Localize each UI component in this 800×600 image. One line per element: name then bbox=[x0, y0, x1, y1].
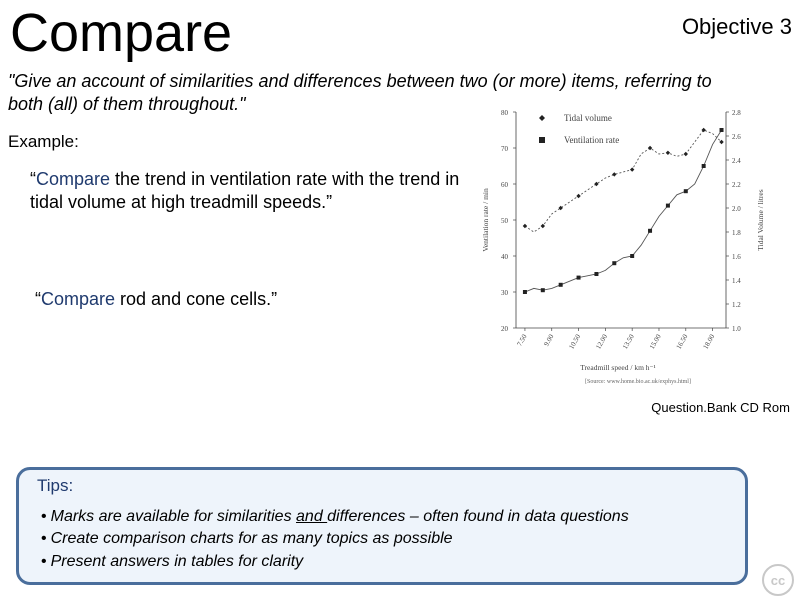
y-right-tick-label: 1.4 bbox=[732, 277, 741, 285]
data-point bbox=[629, 167, 635, 172]
tips-box: Tips: Marks are available for similariti… bbox=[16, 467, 748, 585]
data-point bbox=[719, 139, 724, 145]
example-label: Example: bbox=[8, 132, 79, 151]
command-term: Compare bbox=[36, 169, 111, 189]
example-question-1: “Compare the trend in ventilation rate w… bbox=[30, 168, 460, 213]
y-left-tick-label: 30 bbox=[501, 289, 509, 297]
y-left-tick-label: 70 bbox=[501, 145, 509, 153]
y-left-tick-label: 20 bbox=[501, 325, 509, 333]
data-point bbox=[665, 150, 671, 155]
y-left-tick-label: 40 bbox=[501, 253, 509, 261]
data-point bbox=[630, 254, 635, 258]
tip-underlined: and bbox=[296, 508, 328, 525]
y-right-tick-label: 1.0 bbox=[732, 325, 741, 333]
y-right-tick-label: 1.8 bbox=[732, 229, 741, 237]
x-tick-label: 16.50 bbox=[675, 333, 690, 351]
y-right-tick-label: 1.2 bbox=[732, 301, 741, 309]
tips-title: Tips: bbox=[37, 476, 74, 495]
data-point bbox=[522, 290, 527, 294]
data-point bbox=[540, 288, 545, 293]
y-right-tick-label: 2.0 bbox=[732, 205, 741, 213]
tip-item: Create comparison charts for as many top… bbox=[37, 528, 727, 550]
data-point bbox=[719, 128, 724, 132]
legend-label: Tidal volume bbox=[564, 113, 612, 123]
data-point bbox=[522, 223, 528, 229]
data-point bbox=[648, 228, 653, 233]
x-tick-label: 12.00 bbox=[594, 333, 609, 351]
y-left-tick-label: 80 bbox=[501, 109, 509, 117]
example-text: rod and cone cells.” bbox=[115, 289, 278, 309]
x-tick-label: 7.50 bbox=[516, 333, 529, 348]
data-point bbox=[612, 172, 617, 177]
example-question-2: “Compare rod and cone cells.” bbox=[35, 288, 465, 311]
y-right-axis-label: Tidal Volume / litres bbox=[756, 189, 765, 250]
data-point bbox=[558, 282, 563, 287]
tip-text: Marks are available for similarities bbox=[50, 508, 297, 525]
open-quote: “ bbox=[30, 169, 36, 189]
y-left-tick-label: 50 bbox=[501, 217, 509, 225]
tips-list: Marks are available for similarities and… bbox=[37, 506, 727, 573]
chart-source-note: [Source: www.home.bio.ac.uk/exphys.html] bbox=[585, 379, 691, 385]
y-right-tick-label: 2.4 bbox=[732, 157, 741, 165]
treadmill-chart: 20 30 40 50 60 70 80 1.0 1.2 1.4 1.6 1.8 2.0 2.2 2.4 2.… bbox=[481, 109, 765, 385]
y-left-axis-label: Ventilation rate / min bbox=[481, 188, 490, 252]
y-right-tick-label: 1.6 bbox=[732, 253, 741, 261]
data-point bbox=[576, 275, 581, 280]
series-line-1 bbox=[524, 129, 722, 233]
legend-marker bbox=[539, 115, 545, 121]
data-point bbox=[594, 181, 599, 187]
legend-marker bbox=[539, 137, 545, 143]
x-tick-label: 9.00 bbox=[542, 333, 555, 348]
data-point bbox=[665, 203, 670, 208]
y-right-tick-label: 2.2 bbox=[732, 181, 741, 189]
source-credit: Question.Bank CD Rom bbox=[651, 400, 790, 415]
open-quote: “ bbox=[35, 289, 41, 309]
data-point bbox=[701, 164, 706, 168]
legend-label: Ventilation rate bbox=[564, 135, 619, 145]
tip-item: Present answers in tables for clarity bbox=[37, 551, 727, 573]
definition-quote: "Give an account of similarities and dif… bbox=[8, 71, 712, 115]
y-right-tick-label: 2.6 bbox=[732, 133, 741, 141]
tip-text: differences – often found in data questi… bbox=[327, 508, 629, 525]
data-point bbox=[683, 189, 688, 194]
cc-license-icon: cc bbox=[762, 564, 794, 596]
data-point bbox=[576, 193, 581, 199]
x-tick-label: 13.50 bbox=[621, 333, 636, 351]
x-tick-label: 15.00 bbox=[648, 333, 663, 351]
data-point bbox=[612, 261, 617, 266]
data-point bbox=[594, 272, 599, 276]
objective-label: Objective 3 bbox=[681, 14, 792, 39]
data-point bbox=[683, 151, 688, 157]
x-tick-label: 10.50 bbox=[567, 333, 582, 351]
y-right-tick-label: 2.8 bbox=[732, 109, 741, 117]
command-term: Compare bbox=[41, 289, 116, 309]
x-axis-label: Treadmill speed / km h⁻¹ bbox=[580, 363, 656, 372]
example-text: the trend in ventilation rate with the t… bbox=[30, 169, 460, 212]
x-tick-label: 18.00 bbox=[702, 333, 717, 351]
y-left-tick-label: 60 bbox=[501, 181, 509, 189]
series-line-2 bbox=[524, 129, 722, 293]
tip-item: Marks are available for similarities and… bbox=[37, 506, 727, 528]
slide-title: Compare bbox=[10, 3, 233, 63]
data-point bbox=[540, 223, 546, 229]
